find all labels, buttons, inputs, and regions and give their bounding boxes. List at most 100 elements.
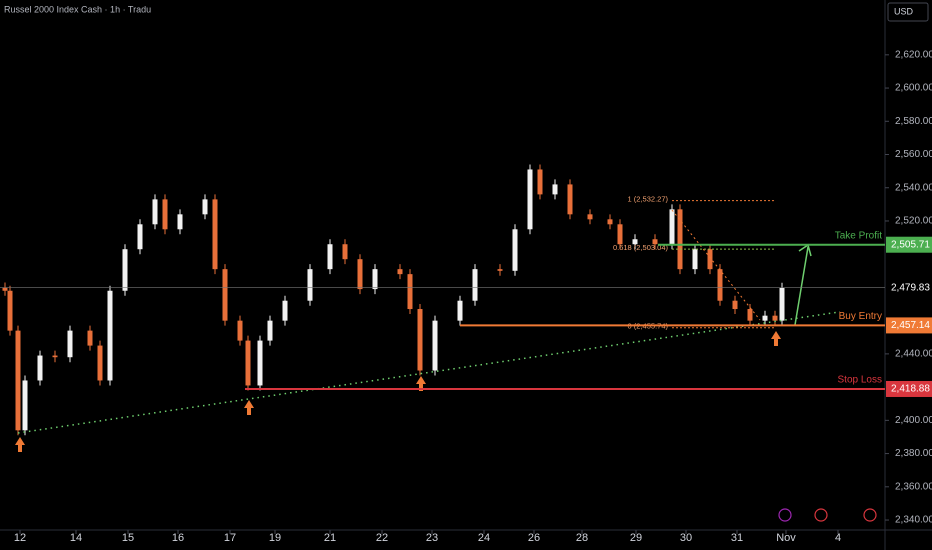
- level-name: Stop Loss: [838, 375, 882, 386]
- y-tick-label: 2,520.00: [895, 216, 932, 227]
- event-icons: [778, 508, 877, 522]
- arrow: [244, 400, 254, 415]
- candle-body: [327, 244, 333, 270]
- candle-body: [177, 214, 183, 230]
- candle-body: [407, 274, 413, 310]
- candle-body: [552, 184, 558, 195]
- x-tick-label: 15: [122, 532, 134, 544]
- x-tick-label: 26: [528, 532, 540, 544]
- candle-body: [7, 290, 13, 331]
- candle-body: [472, 269, 478, 301]
- candle-body: [15, 330, 21, 431]
- candle-body: [417, 309, 423, 371]
- x-tick-label: 21: [324, 532, 336, 544]
- candle-body: [772, 315, 778, 321]
- candle-body: [282, 300, 288, 321]
- candle-body: [342, 244, 348, 260]
- event-icon: [778, 508, 792, 522]
- candle-body: [732, 300, 738, 310]
- currency: USD: [894, 6, 914, 16]
- level-box: [886, 236, 932, 253]
- x-tick-label: 16: [172, 532, 184, 544]
- candle-body: [567, 184, 573, 215]
- candle-body: [67, 330, 73, 358]
- y-tick-label: 2,540.00: [895, 182, 932, 193]
- candle-body: [717, 269, 723, 301]
- candle-body: [222, 269, 228, 321]
- candle-body: [267, 320, 273, 341]
- candle-body: [152, 199, 158, 225]
- x-tick-label: 19: [269, 532, 281, 544]
- candle-body: [669, 209, 675, 245]
- y-tick-label: 2,620.00: [895, 49, 932, 60]
- x-tick-label: 28: [576, 532, 588, 544]
- signal-arrows: [15, 331, 781, 452]
- level-box: [886, 317, 932, 334]
- candle-body: [357, 259, 363, 290]
- x-tick-label: 22: [376, 532, 388, 544]
- currency-box: [887, 2, 929, 22]
- x-tick-label: 12: [14, 532, 26, 544]
- candle-body: [122, 249, 128, 291]
- last-price-box: [886, 279, 932, 296]
- candle-body: [237, 320, 243, 341]
- x-tick-label: Nov: [776, 532, 796, 544]
- candle-body: [97, 345, 103, 381]
- x-tick-label: 14: [70, 532, 82, 544]
- candle-body: [257, 340, 263, 386]
- candle-body: [537, 169, 543, 195]
- level-box: [886, 380, 932, 397]
- candle-body: [457, 300, 463, 321]
- candle-body: [245, 340, 251, 386]
- arrow: [15, 437, 25, 452]
- candle-body: [617, 224, 623, 245]
- level-label: 2,505.71: [891, 239, 930, 250]
- candle-body: [607, 219, 613, 225]
- y-tick-label: 2,560.00: [895, 149, 932, 160]
- candle-body: [747, 309, 753, 321]
- candle-body: [2, 287, 8, 291]
- candle-body: [107, 290, 113, 381]
- x-tick-label: 24: [478, 532, 490, 544]
- y-tick-label: 2,440.00: [895, 349, 932, 360]
- fib-label: 1 (2,532.27): [628, 195, 669, 204]
- candle-body: [587, 214, 593, 220]
- candle-body: [162, 199, 168, 230]
- y-tick-label: 2,600.00: [895, 83, 932, 94]
- candle-body: [527, 169, 533, 230]
- candle-body: [652, 239, 658, 245]
- y-tick-label: 2,360.00: [895, 481, 932, 492]
- last-price-label: 2,479.83: [891, 282, 930, 293]
- candle-body: [432, 320, 438, 371]
- event-icon: [863, 508, 877, 522]
- candle-body: [137, 224, 143, 250]
- fib-diagonal: [671, 209, 761, 321]
- candle-body: [52, 355, 58, 358]
- trendline: [17, 311, 841, 434]
- candle-body: [87, 330, 93, 346]
- candle-body: [677, 209, 683, 270]
- candle-body: [632, 239, 638, 245]
- fib-label: 0.618 (2,503.04): [613, 243, 669, 252]
- level-label: 2,457.14: [891, 320, 930, 331]
- candle-body: [397, 269, 403, 275]
- candle-body: [202, 199, 208, 215]
- candle-body: [707, 249, 713, 270]
- x-tick-label: 23: [426, 532, 438, 544]
- x-tick-label: 4: [835, 532, 841, 544]
- candle-body: [372, 269, 378, 290]
- candle-body: [779, 287, 785, 321]
- candle-body: [212, 199, 218, 270]
- candle-body: [512, 229, 518, 271]
- candle-body: [307, 269, 313, 301]
- event-icon: [814, 508, 828, 522]
- y-tick-label: 2,580.00: [895, 116, 932, 127]
- level-label: 2,418.88: [891, 384, 930, 395]
- arrow: [771, 331, 781, 346]
- y-tick-label: 2,340.00: [895, 515, 932, 526]
- target-arrow: [794, 246, 809, 326]
- chart-title: Russel 2000 Index Cash · 1h · Tradu: [4, 4, 151, 14]
- y-tick-label: 2,380.00: [895, 448, 932, 459]
